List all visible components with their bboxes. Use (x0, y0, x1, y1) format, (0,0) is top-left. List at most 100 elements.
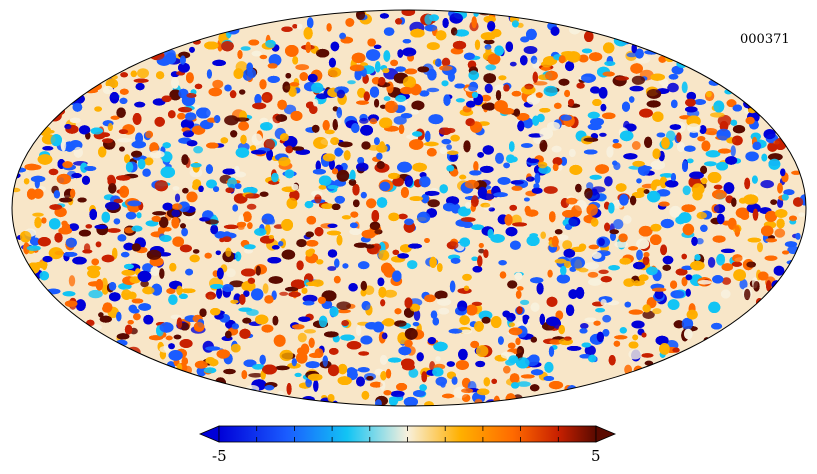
noise-blob (314, 227, 324, 237)
noise-blob (292, 146, 304, 151)
noise-blob (483, 249, 489, 258)
noise-blob (684, 145, 696, 152)
noise-blob (296, 23, 303, 30)
noise-blob (508, 327, 523, 336)
noise-blob (404, 68, 418, 75)
noise-blob (659, 343, 670, 355)
noise-blob (776, 220, 783, 228)
noise-blob (588, 278, 602, 286)
noise-blob (407, 260, 418, 270)
noise-blob (596, 331, 604, 343)
noise-blob (474, 321, 484, 332)
noise-blob (713, 204, 726, 214)
noise-blob (566, 51, 581, 63)
noise-blob (510, 240, 521, 250)
noise-blob (662, 255, 674, 265)
noise-blob (182, 187, 189, 194)
noise-blob (292, 24, 298, 29)
noise-blob (682, 223, 695, 236)
noise-blob (352, 184, 360, 196)
noise-blob (135, 83, 145, 91)
noise-blob (647, 190, 661, 203)
noise-blob (795, 232, 801, 240)
noise-blob (77, 197, 87, 203)
noise-blob (179, 244, 192, 253)
noise-blob (576, 82, 585, 89)
noise-blob (404, 328, 418, 340)
noise-blob (558, 324, 565, 335)
noise-blob (509, 204, 517, 211)
noise-blob (462, 273, 472, 281)
noise-blob (744, 177, 751, 190)
noise-blob (388, 357, 402, 363)
noise-blob (322, 120, 330, 131)
noise-blob (549, 211, 556, 223)
noise-blob (192, 249, 200, 254)
noise-blob (379, 181, 391, 192)
noise-blob (205, 164, 213, 174)
noise-blob (326, 230, 341, 236)
noise-blob (275, 114, 288, 122)
noise-blob (360, 125, 373, 136)
noise-blob (210, 284, 224, 289)
noise-blob (296, 239, 307, 248)
noise-blob (491, 378, 498, 384)
noise-blob (588, 354, 597, 363)
noise-blob (324, 129, 335, 135)
noise-blob (247, 277, 255, 284)
noise-blob (312, 168, 326, 175)
temperature-field (12, 10, 806, 406)
noise-blob (740, 212, 750, 220)
noise-blob (223, 368, 236, 375)
noise-blob (318, 175, 332, 187)
noise-blob (713, 184, 723, 190)
noise-blob (304, 329, 316, 334)
noise-blob (212, 59, 226, 66)
noise-blob (305, 231, 314, 238)
noise-blob (108, 183, 117, 194)
noise-blob (380, 299, 386, 307)
noise-blob (689, 171, 704, 180)
noise-blob (710, 112, 725, 118)
noise-blob (160, 166, 175, 178)
noise-blob (206, 69, 212, 79)
noise-blob (390, 390, 405, 398)
noise-blob (371, 210, 380, 222)
noise-blob (615, 183, 627, 192)
noise-blob (267, 257, 282, 264)
noise-blob (53, 190, 61, 199)
noise-blob (712, 275, 724, 284)
noise-blob (215, 250, 221, 256)
noise-blob (32, 212, 44, 217)
noise-blob (634, 280, 640, 285)
noise-blob (670, 290, 685, 299)
noise-blob (180, 55, 186, 65)
noise-blob (495, 90, 502, 101)
noise-blob (752, 141, 762, 150)
noise-blob (159, 268, 165, 279)
noise-blob (401, 10, 416, 16)
noise-blob (433, 341, 448, 352)
noise-blob (503, 365, 511, 374)
noise-blob (382, 68, 390, 74)
noise-blob (450, 134, 460, 142)
noise-blob (661, 137, 670, 149)
noise-blob (47, 110, 62, 122)
noise-blob (176, 317, 183, 329)
noise-blob (548, 346, 555, 357)
noise-blob (493, 192, 508, 198)
noise-blob (685, 106, 698, 113)
noise-blob (381, 319, 395, 326)
noise-blob (424, 24, 438, 32)
noise-blob (697, 280, 712, 285)
noise-blob (442, 393, 455, 399)
noise-blob (220, 137, 229, 144)
noise-blob (410, 28, 425, 38)
noise-blob (346, 341, 362, 350)
noise-blob (682, 185, 691, 196)
noise-blob (409, 139, 424, 150)
noise-blob (318, 296, 326, 304)
noise-blob (204, 41, 219, 50)
noise-blob (161, 95, 172, 103)
noise-blob (609, 229, 619, 235)
